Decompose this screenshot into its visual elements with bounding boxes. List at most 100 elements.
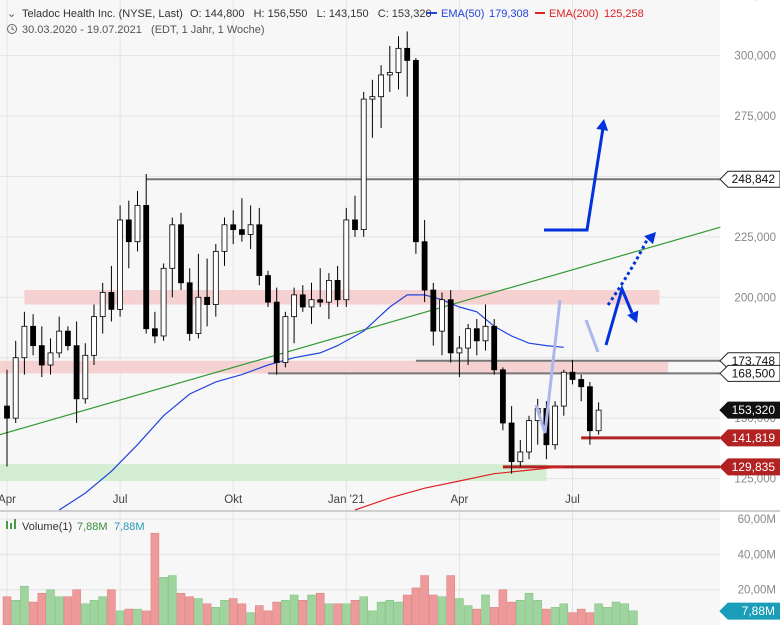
volume-bar <box>568 612 577 626</box>
volume-bar <box>141 610 151 626</box>
volume-bar <box>176 592 186 626</box>
volume-tick-label: 20,00M <box>738 585 776 597</box>
volume-bar <box>359 596 368 626</box>
candle-body <box>73 345 80 400</box>
volume-bar <box>455 598 464 626</box>
candle-body <box>134 205 141 243</box>
date-range: 30.03.2020 - 19.07.2021 (EDT, 1 Jahr, 1 … <box>22 24 265 36</box>
volume-legend: Volume(1) 7,88M 7,88M <box>6 519 145 533</box>
volume-bar <box>402 594 412 626</box>
volume-bar <box>37 592 47 626</box>
volume-bar <box>281 600 290 626</box>
level-badge-label: 141,819 <box>732 431 776 445</box>
volume-bar <box>411 587 421 626</box>
volume-bar <box>307 594 316 626</box>
volume-bar <box>420 575 429 626</box>
volume-bar <box>20 585 29 626</box>
volume-bar <box>585 612 595 626</box>
candle-body <box>412 60 419 243</box>
candle-body <box>421 241 428 291</box>
level-badge <box>719 401 780 419</box>
candle-body <box>178 224 184 284</box>
light-blue-v-arrow <box>534 299 562 434</box>
volume-bar <box>350 600 360 626</box>
candle-body <box>560 371 567 407</box>
candle-body <box>508 422 515 463</box>
volume-tick-label: 60,00M <box>738 514 776 526</box>
volume-label: Volume(1) <box>22 521 72 533</box>
volume-bar <box>542 608 551 626</box>
volume-bar <box>107 589 116 626</box>
volume-bar <box>246 612 255 626</box>
level-badge-label: 173,748 <box>732 354 776 368</box>
volume-bar <box>333 603 342 626</box>
volume-bar <box>629 610 638 626</box>
resistance-zone <box>24 290 660 305</box>
volume-bar <box>168 575 177 626</box>
volume-bar <box>98 596 107 626</box>
blue-dotted-arrowhead <box>644 232 656 245</box>
blue-zigzag-arrow <box>604 284 634 346</box>
x-tick-label: Jul <box>565 494 580 506</box>
candle-body <box>456 347 463 354</box>
volume-bar <box>28 601 38 626</box>
volume-tick-label: 40,00M <box>738 549 776 561</box>
level-badge-label: 153,320 <box>732 403 776 417</box>
candle-body <box>334 279 341 301</box>
level-badge-label: 129,835 <box>732 460 776 474</box>
candle-body <box>299 294 306 308</box>
x-tick-label: Apr <box>0 494 16 506</box>
candle-body <box>360 98 367 231</box>
volume-bar <box>185 596 194 626</box>
candle-body <box>265 275 271 303</box>
candle-body <box>99 292 106 318</box>
volume-badge-label: 7,88M <box>742 604 775 618</box>
y-tick-label: 300,000 <box>734 51 776 63</box>
volume-bar <box>576 608 586 626</box>
candle-body <box>491 325 498 371</box>
volume-bar <box>620 603 629 626</box>
volume-bar <box>594 603 603 626</box>
candle-body <box>386 72 393 76</box>
candle-body <box>143 205 150 330</box>
volume-bar <box>124 608 134 626</box>
candle-body <box>317 299 324 303</box>
candle-body <box>552 405 558 446</box>
volume-bar <box>133 608 142 626</box>
ema50-value: 179,308 <box>489 8 529 20</box>
candle-body <box>517 451 524 463</box>
volume-bar <box>54 596 64 626</box>
ema200-line <box>354 465 564 511</box>
volume-bar <box>263 610 273 626</box>
candle-body <box>430 289 437 332</box>
candle-body <box>91 316 97 356</box>
y-tick-label: 125,000 <box>734 474 776 486</box>
candle-body <box>238 229 245 235</box>
light-blue-arrow-tail <box>584 319 600 353</box>
collapse-icon[interactable]: ⌄ <box>7 8 16 20</box>
candle-body <box>221 224 228 252</box>
candle-body <box>4 405 10 419</box>
x-tick-label: Jul <box>113 494 128 506</box>
candle-body <box>160 267 167 337</box>
volume-bar <box>368 610 377 626</box>
volume-bar <box>298 600 308 626</box>
candle-body <box>195 296 202 334</box>
x-tick-label: Jan '21 <box>328 494 365 506</box>
volume-bar <box>194 598 203 626</box>
candle-body <box>569 371 576 380</box>
ema50-label: EMA(50) <box>441 8 484 20</box>
blue-zigzag-arrowhead <box>627 310 639 323</box>
volume-bar <box>559 603 569 626</box>
volume-bar <box>202 603 212 626</box>
clock-icon <box>7 24 17 34</box>
volume-bar <box>272 601 281 626</box>
volume-bar <box>315 592 325 626</box>
candle-body <box>465 328 472 349</box>
candle-body <box>21 325 28 359</box>
ema200-label: EMA(200) <box>549 8 599 20</box>
candle-body <box>439 299 445 332</box>
candle-body <box>169 224 176 269</box>
